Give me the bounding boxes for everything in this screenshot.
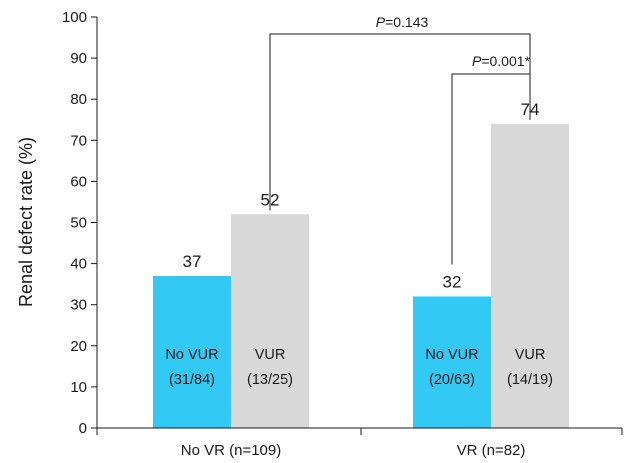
y-tick-label: 80 xyxy=(70,91,87,108)
bar-vur xyxy=(491,123,569,429)
bar-count-label: (13/25) xyxy=(247,372,293,388)
data-label: 37 xyxy=(183,252,202,271)
y-tick-label: 30 xyxy=(70,297,87,314)
bar-no-vur xyxy=(413,296,491,428)
y-tick-label: 100 xyxy=(62,9,87,26)
significance-bracket xyxy=(451,73,531,265)
bar-count-label: (31/84) xyxy=(169,372,215,388)
p-symbol: P xyxy=(472,53,482,69)
bar-series-label: No VUR xyxy=(425,347,478,363)
y-tick-label: 0 xyxy=(79,420,87,437)
y-tick-label: 20 xyxy=(70,338,87,355)
bar-series-label: VUR xyxy=(515,347,546,363)
bar-series-label: No VUR xyxy=(165,347,218,363)
y-tick-label: 70 xyxy=(70,132,87,149)
data-label: 32 xyxy=(443,272,462,291)
x-tick-label: No VR (n=109) xyxy=(181,442,281,459)
y-axis-label: Renal defect rate (%) xyxy=(16,137,36,307)
y-tick-label: 40 xyxy=(70,256,87,273)
p-value-annotation: P=0.143 xyxy=(376,14,429,30)
y-tick-label: 90 xyxy=(70,50,87,67)
p-value-annotation: P=0.001* xyxy=(472,53,531,69)
p-value: =0.001 xyxy=(481,53,524,69)
bar-vur xyxy=(231,214,309,428)
bar-no-vur xyxy=(153,275,231,428)
bar-count-label: (14/19) xyxy=(507,372,553,388)
p-value: =0.143 xyxy=(385,14,428,30)
p-symbol: P xyxy=(376,14,386,30)
y-tick-label: 10 xyxy=(70,379,87,396)
p-suffix: * xyxy=(525,53,531,69)
y-tick-label: 60 xyxy=(70,173,87,190)
x-tick-label: VR (n=82) xyxy=(457,442,526,459)
y-tick-label: 50 xyxy=(70,215,87,232)
bar-series-label: VUR xyxy=(255,347,286,363)
bar-count-label: (20/63) xyxy=(429,372,475,388)
